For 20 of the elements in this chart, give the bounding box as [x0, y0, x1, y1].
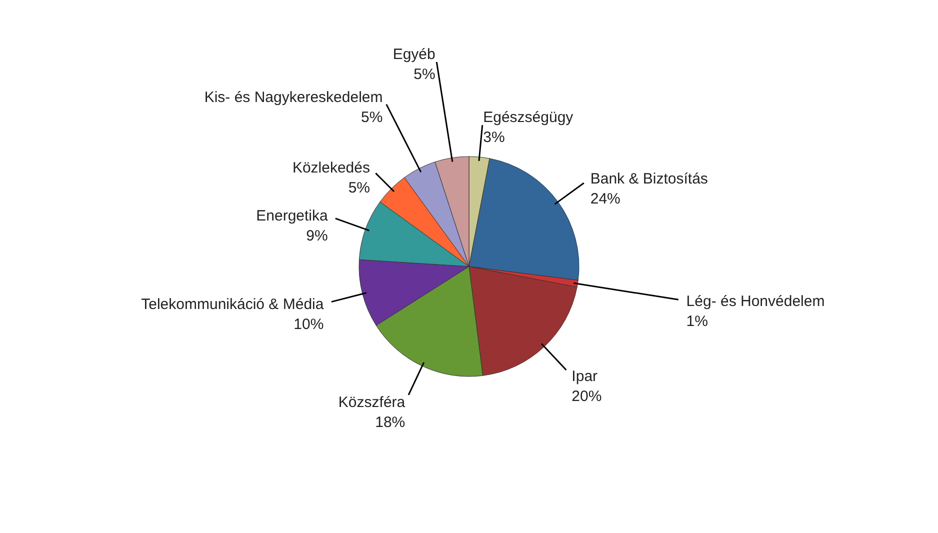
slice-label: Egészségügy [483, 109, 574, 126]
slice-label: Közlekedés [292, 160, 370, 177]
slice-label: Energetika [256, 208, 329, 225]
data-label: 18% [375, 414, 406, 432]
slice-label: Bank & Biztosítás [590, 170, 708, 188]
data-label: 20% [572, 388, 602, 405]
data-label: 5% [414, 66, 436, 84]
slice-label: Lég- és Honvédelem [686, 292, 825, 310]
slice-label: Ipar [572, 368, 598, 385]
slice-label: Kis- és Nagykereskedelem [204, 89, 383, 106]
data-label: 5% [348, 180, 370, 197]
data-label: 3% [483, 129, 505, 146]
slice-label: Közszféra [338, 394, 406, 412]
data-label: 1% [686, 312, 708, 330]
data-label: 5% [361, 109, 383, 126]
data-label: 9% [306, 228, 328, 245]
slice-label: Telekommunikáció & Média [141, 296, 324, 313]
data-label: 24% [590, 190, 620, 208]
data-label: 10% [294, 316, 324, 333]
slice-label: Egyéb [392, 46, 436, 64]
